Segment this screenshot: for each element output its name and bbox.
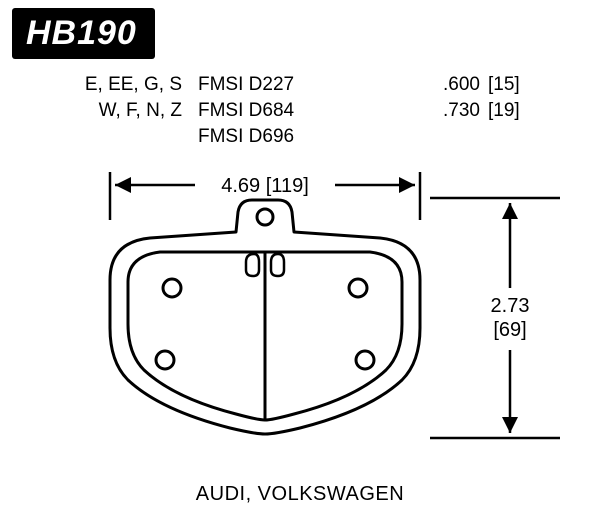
compound-codes-line: W, F, N, Z [52,98,182,124]
part-number-badge: HB190 [12,8,155,59]
width-dim-text: 4.69 [119] [221,175,309,197]
thickness-in: .600 [400,72,480,98]
page-root: HB190 E, EE, G, S W, F, N, Z FMSI D227 F… [0,0,600,518]
thickness-mm-col: [15] [19] [488,72,548,124]
fmsi-code: FMSI D227 [198,72,338,98]
thickness-mm: [19] [488,98,548,124]
fmsi-code: FMSI D684 [198,98,338,124]
fmsi-codes-col: FMSI D227 FMSI D684 FMSI D696 [198,72,338,150]
part-number-text: HB190 [26,14,137,52]
width-dimension: 4.69 [119] [110,172,420,220]
height-mm-text: [69] [493,319,526,341]
compound-codes-col: E, EE, G, S W, F, N, Z [52,72,182,124]
brake-pad-outline [110,200,420,434]
thickness-mm: [15] [488,72,548,98]
fmsi-code: FMSI D696 [198,124,338,150]
compound-codes-line: E, EE, G, S [52,72,182,98]
thickness-inches-col: .600 .730 [400,72,480,124]
brake-pad-diagram: 4.69 [119] 2.73 [69] [0,160,600,470]
info-block: E, EE, G, S W, F, N, Z FMSI D227 FMSI D6… [40,72,560,152]
height-in-text: 2.73 [491,295,530,317]
thickness-in: .730 [400,98,480,124]
vehicle-make-label: AUDI, VOLKSWAGEN [0,483,600,506]
height-dimension: 2.73 [69] [430,198,560,438]
